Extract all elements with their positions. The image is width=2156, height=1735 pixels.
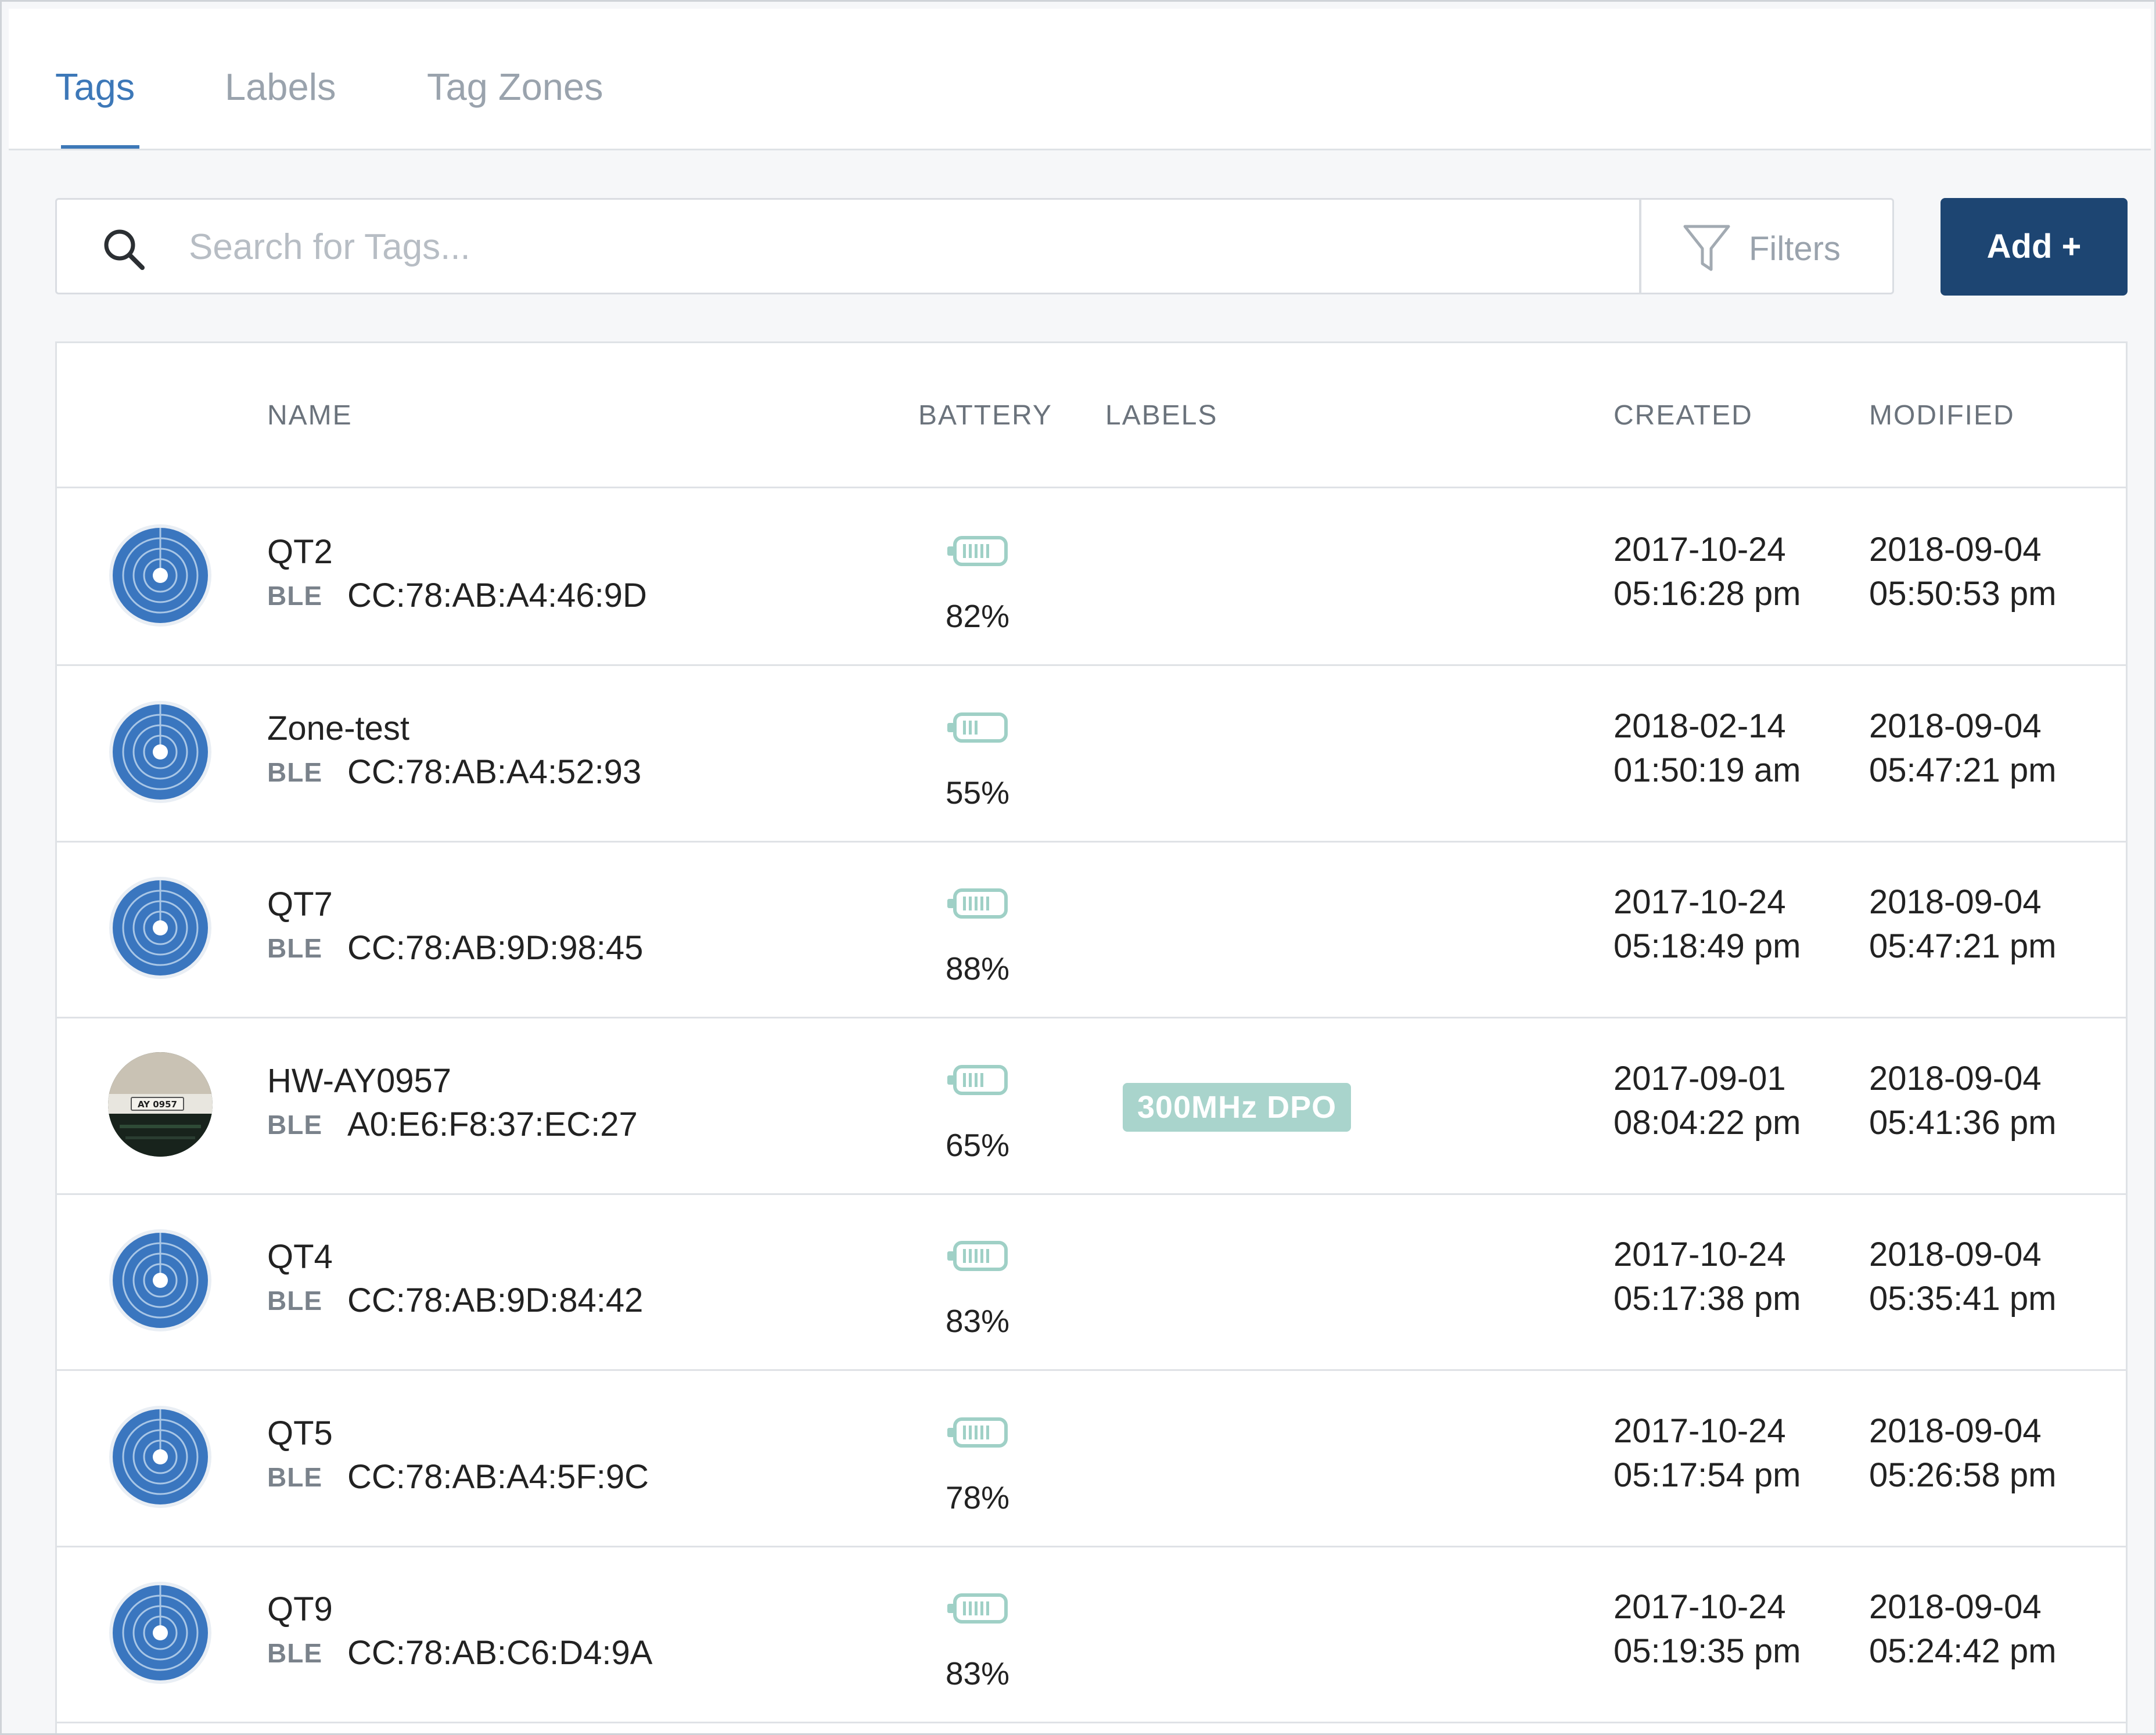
modified-time: 05:35:41 pm	[1869, 1280, 2057, 1318]
modified-date: 2018-09-04	[1869, 1412, 2042, 1450]
table-row[interactable]: QT2 BLE CC:78:AB:A4:46:9D 82% 2017-10-24 05:1…	[57, 488, 2126, 666]
header-created[interactable]: CREATED	[1614, 400, 1753, 431]
tags-table: NAME BATTERY LABELS CREATED MODIFIED QT2…	[55, 341, 2128, 1733]
add-tag-button[interactable]: Add +	[1941, 198, 2128, 296]
tag-mac-address: CC:78:AB:9D:84:42	[347, 1282, 644, 1319]
modified-time: 05:50:53 pm	[1869, 575, 2057, 613]
battery-icon	[947, 1417, 1008, 1448]
table-row[interactable]: QT5 BLE CC:78:AB:A4:5F:9C 78% 2017-10-24 05:1…	[57, 1370, 2126, 1547]
filters-label: Filters	[1749, 230, 1841, 268]
tag-type: BLE	[267, 1462, 322, 1492]
battery-percentage: 55%	[945, 774, 1010, 811]
table-row[interactable]: QT4 BLE CC:78:AB:9D:84:42 83% 2017-10-24 05:1…	[57, 1193, 2126, 1371]
tag-mac-address: CC:78:AB:A4:46:9D	[347, 577, 647, 614]
created-time: 05:17:38 pm	[1614, 1280, 1801, 1318]
tag-name[interactable]: QT5	[267, 1414, 333, 1452]
battery-icon	[947, 712, 1008, 743]
created-time: 05:17:54 pm	[1614, 1456, 1801, 1494]
battery-percentage: 82%	[945, 598, 1010, 634]
tag-mac-address: CC:78:AB:A4:52:93	[347, 753, 642, 791]
active-tab-indicator	[61, 145, 139, 149]
tab-labels[interactable]: Labels	[225, 66, 336, 108]
search-input[interactable]	[188, 217, 1613, 276]
label-badge[interactable]: 300MHz DPO	[1123, 1082, 1352, 1132]
created-time: 05:16:28 pm	[1614, 575, 1801, 613]
table-row[interactable]: Zone-test BLE CC:78:AB:A4:52:93 55% 2018-02-…	[57, 665, 2126, 843]
tag-radar-icon	[108, 700, 213, 804]
tag-mac-address: A0:E6:F8:37:EC:27	[347, 1105, 638, 1143]
created-time: 01:50:19 am	[1614, 751, 1801, 789]
table-row[interactable]: AY 0957 HW-AY0957 BLE A0:E6:F8:37:EC:27 65% 3…	[57, 1017, 2126, 1195]
created-date: 2017-10-24	[1614, 883, 1786, 921]
svg-text:AY 0957: AY 0957	[138, 1099, 177, 1110]
device-photo: AY 0957	[108, 1052, 213, 1157]
tag-name[interactable]: HW-AY0957	[267, 1061, 451, 1100]
created-date: 2017-10-24	[1614, 531, 1786, 568]
created-time: 05:19:35 pm	[1614, 1632, 1801, 1670]
modified-date: 2018-09-04	[1869, 1236, 2042, 1273]
tag-mac-address: CC:78:AB:C6:D4:9A	[347, 1634, 653, 1672]
created-date: 2018-02-14	[1614, 707, 1786, 745]
battery-icon	[947, 536, 1008, 566]
search-bar	[55, 198, 1641, 294]
battery-icon	[947, 888, 1008, 919]
modified-time: 05:26:58 pm	[1869, 1456, 2057, 1494]
header-battery[interactable]: BATTERY	[918, 400, 1052, 431]
tag-radar-icon	[108, 876, 213, 980]
modified-date: 2018-09-04	[1869, 883, 2042, 921]
battery-percentage: 88%	[945, 951, 1010, 987]
tag-type: BLE	[267, 933, 322, 963]
table-header: NAME BATTERY LABELS CREATED MODIFIED	[57, 343, 2126, 488]
created-time: 05:18:49 pm	[1614, 927, 1801, 965]
battery-icon	[947, 1064, 1008, 1095]
modified-time: 05:47:21 pm	[1869, 751, 2057, 789]
header-name[interactable]: NAME	[267, 400, 353, 431]
tag-mac-address: CC:78:AB:A4:5F:9C	[347, 1457, 649, 1496]
tag-radar-icon	[108, 1405, 213, 1509]
tag-name[interactable]: QT7	[267, 886, 333, 923]
tag-type: BLE	[267, 1286, 322, 1316]
created-time: 08:04:22 pm	[1614, 1103, 1801, 1142]
battery-icon	[947, 1593, 1008, 1624]
battery-percentage: 65%	[945, 1126, 1010, 1163]
tag-radar-icon	[108, 1228, 213, 1333]
created-date: 2017-09-01	[1614, 1059, 1786, 1097]
tag-radar-icon	[108, 523, 213, 628]
battery-icon	[947, 1241, 1008, 1271]
tag-name[interactable]: Zone-test	[267, 709, 409, 747]
tab-bar: Tags Labels Tag Zones	[9, 9, 2151, 150]
modified-date: 2018-09-04	[1869, 1059, 2042, 1097]
tag-name[interactable]: QT9	[267, 1590, 333, 1628]
tag-type: BLE	[267, 1638, 322, 1668]
tag-type: BLE	[267, 581, 322, 611]
tag-name[interactable]: QT4	[267, 1238, 333, 1276]
header-modified[interactable]: MODIFIED	[1869, 400, 2015, 431]
tag-radar-icon	[108, 1581, 213, 1685]
search-icon	[104, 229, 145, 270]
tag-type: BLE	[267, 757, 322, 787]
header-labels[interactable]: LABELS	[1105, 400, 1218, 431]
modified-date: 2018-09-04	[1869, 1588, 2042, 1626]
tab-tags[interactable]: Tags	[55, 66, 135, 108]
tag-type: BLE	[267, 1109, 322, 1140]
tag-mac-address: CC:78:AB:9D:98:45	[347, 929, 644, 967]
modified-date: 2018-09-04	[1869, 531, 2042, 568]
tag-name[interactable]: QT2	[267, 533, 333, 571]
modified-time: 05:47:21 pm	[1869, 927, 2057, 965]
battery-percentage: 83%	[945, 1303, 1010, 1339]
modified-date: 2018-09-04	[1869, 707, 2042, 745]
modified-time: 05:24:42 pm	[1869, 1632, 2057, 1670]
table-row[interactable]: QT9 BLE CC:78:AB:C6:D4:9A 83% 2017-10-24 05:1…	[57, 1546, 2126, 1723]
battery-percentage: 83%	[945, 1655, 1010, 1691]
created-date: 2017-10-24	[1614, 1588, 1786, 1626]
table-row[interactable]: QT7 BLE CC:78:AB:9D:98:45 88% 2017-10-24 05:1…	[57, 841, 2126, 1018]
tab-tag-zones[interactable]: Tag Zones	[427, 66, 603, 108]
created-date: 2017-10-24	[1614, 1412, 1786, 1450]
modified-time: 05:41:36 pm	[1869, 1103, 2057, 1142]
battery-percentage: 78%	[945, 1479, 1010, 1516]
created-date: 2017-10-24	[1614, 1236, 1786, 1273]
filters-button[interactable]: Filters	[1640, 198, 1894, 294]
filter-icon	[1683, 225, 1730, 271]
